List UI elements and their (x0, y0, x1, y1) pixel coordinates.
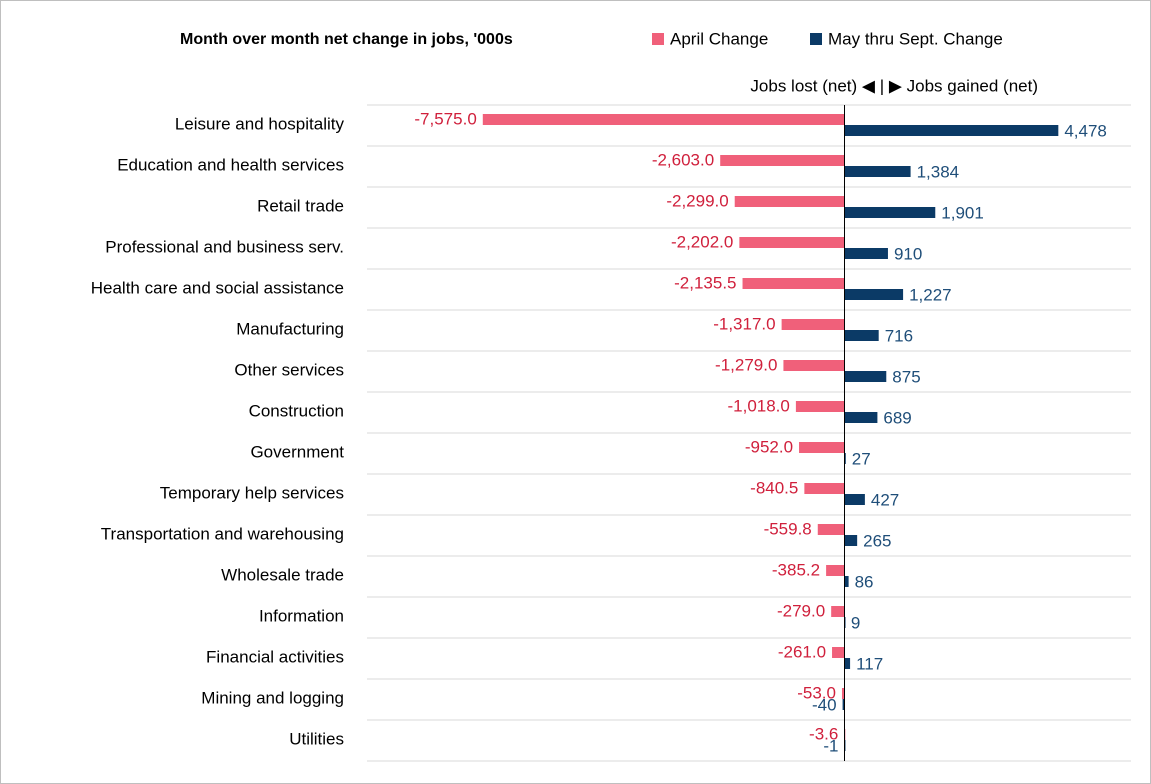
category-label: Professional and business serv. (105, 237, 344, 256)
category-label: Other services (234, 360, 344, 379)
bar (844, 453, 846, 464)
category-label: Leisure and hospitality (175, 114, 345, 133)
bar (783, 360, 845, 371)
category-label: Education and health services (117, 155, 344, 174)
value-label: -385.2 (772, 560, 820, 579)
value-label: 1,227 (909, 285, 952, 304)
value-label: 910 (894, 244, 922, 263)
category-label: Government (250, 442, 344, 461)
value-label: 86 (855, 572, 874, 591)
category-label: Mining and logging (201, 688, 344, 707)
value-label: 9 (851, 613, 860, 632)
value-label: 689 (883, 408, 911, 427)
category-label: Utilities (289, 729, 344, 748)
bar (844, 166, 911, 177)
bar (832, 647, 845, 658)
bar (844, 371, 887, 382)
bar (720, 155, 845, 166)
bar (844, 412, 878, 423)
category-label: Construction (249, 401, 344, 420)
bar (739, 237, 845, 248)
bar (742, 278, 845, 289)
legend-swatch (652, 33, 664, 45)
category-label: Financial activities (206, 647, 344, 666)
value-label: -2,135.5 (674, 273, 736, 292)
category-label: Health care and social assistance (91, 278, 344, 297)
value-label: -1,317.0 (713, 314, 775, 333)
value-label: -279.0 (777, 601, 825, 620)
legend-label: May thru Sept. Change (828, 29, 1003, 48)
chart-title: Month over month net change in jobs, '00… (180, 31, 513, 48)
bar (817, 524, 845, 535)
bar (844, 494, 865, 505)
category-label: Wholesale trade (221, 565, 344, 584)
value-label: -261.0 (778, 642, 826, 661)
category-label: Temporary help services (160, 483, 344, 502)
bar (844, 576, 849, 587)
category-label: Manufacturing (236, 319, 344, 338)
category-label: Retail trade (257, 196, 344, 215)
bar (842, 699, 845, 710)
value-label: -559.8 (764, 519, 812, 538)
legend-label: April Change (670, 29, 768, 48)
value-label: -40 (812, 695, 837, 714)
bar (844, 289, 904, 300)
value-label: -840.5 (750, 478, 798, 497)
bar (482, 114, 845, 125)
chart-subtitle: Jobs lost (net) ◀ | ▶ Jobs gained (net) (750, 76, 1038, 95)
value-label: 1,384 (917, 162, 960, 181)
value-label: -53.0 (797, 683, 836, 702)
value-label: 716 (885, 326, 913, 345)
value-label: -7,575.0 (414, 109, 476, 128)
value-label: 4,478 (1064, 121, 1107, 140)
value-label: 265 (863, 531, 891, 550)
bar (844, 535, 858, 546)
value-label: 427 (871, 490, 899, 509)
bar (844, 658, 851, 669)
value-label: -2,603.0 (652, 150, 714, 169)
bar (841, 688, 845, 699)
category-label: Information (259, 606, 344, 625)
bar (844, 207, 936, 218)
bar (804, 483, 845, 494)
bar (826, 565, 845, 576)
category-label: Transportation and warehousing (101, 524, 344, 543)
bar (734, 196, 845, 207)
legend-swatch (810, 33, 822, 45)
bar (844, 330, 879, 341)
bar (799, 442, 845, 453)
value-label: 27 (852, 449, 871, 468)
bar (831, 606, 845, 617)
value-label: 1,901 (941, 203, 984, 222)
value-label: -1 (823, 736, 838, 755)
bar (844, 125, 1059, 136)
value-label: -3.6 (809, 724, 838, 743)
bar (844, 248, 888, 259)
bar (795, 401, 845, 412)
value-label: -2,202.0 (671, 232, 733, 251)
value-label: -1,018.0 (727, 396, 789, 415)
value-label: -952.0 (745, 437, 793, 456)
bar (781, 319, 845, 330)
value-label: 875 (892, 367, 920, 386)
value-label: 117 (856, 654, 883, 673)
value-label: -2,299.0 (666, 191, 728, 210)
value-label: -1,279.0 (715, 355, 777, 374)
